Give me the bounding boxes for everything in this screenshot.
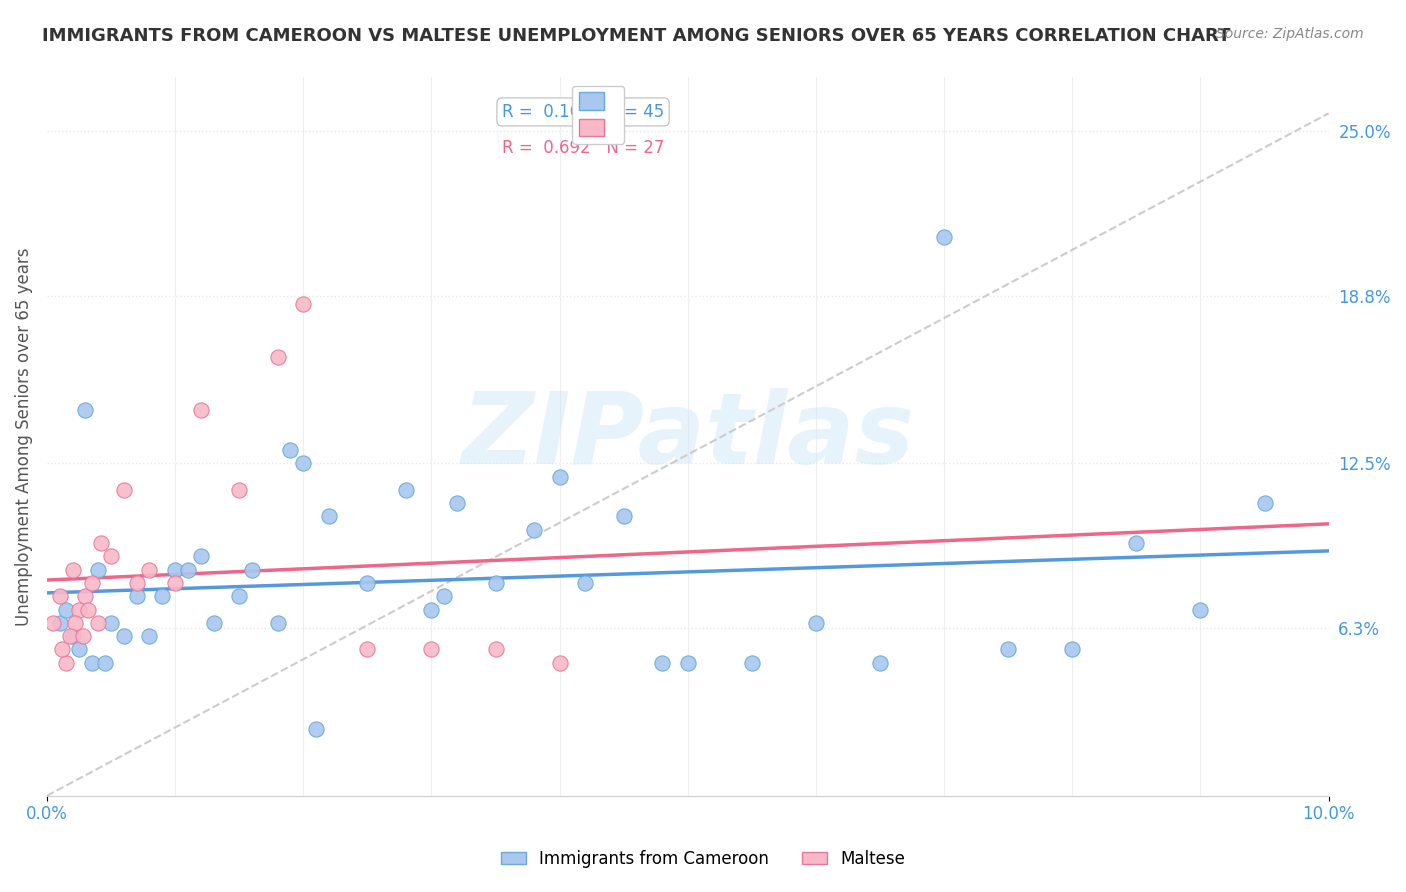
Maltese [356, 642, 378, 657]
Maltese [165, 576, 187, 591]
Immigrants from Cameroon [112, 629, 135, 643]
Immigrants from Cameroon [93, 656, 115, 670]
Immigrants from Cameroon [62, 629, 84, 643]
Immigrants from Cameroon [125, 589, 148, 603]
Maltese [138, 563, 160, 577]
Maltese [80, 576, 103, 591]
Immigrants from Cameroon [548, 469, 571, 483]
Text: IMMIGRANTS FROM CAMEROON VS MALTESE UNEMPLOYMENT AMONG SENIORS OVER 65 YEARS COR: IMMIGRANTS FROM CAMEROON VS MALTESE UNEM… [42, 27, 1230, 45]
Maltese [190, 403, 212, 417]
Maltese [48, 589, 70, 603]
Maltese [87, 615, 110, 630]
Immigrants from Cameroon [177, 563, 200, 577]
Immigrants from Cameroon [228, 589, 250, 603]
Immigrants from Cameroon [75, 403, 97, 417]
Immigrants from Cameroon [1125, 536, 1147, 550]
Text: Source: ZipAtlas.com: Source: ZipAtlas.com [1216, 27, 1364, 41]
Maltese [67, 602, 90, 616]
Immigrants from Cameroon [292, 456, 315, 470]
Immigrants from Cameroon [100, 615, 122, 630]
Maltese [62, 563, 84, 577]
Legend: Immigrants from Cameroon, Maltese: Immigrants from Cameroon, Maltese [494, 844, 912, 875]
Immigrants from Cameroon [138, 629, 160, 643]
Immigrants from Cameroon [202, 615, 225, 630]
Immigrants from Cameroon [150, 589, 173, 603]
Maltese [292, 296, 315, 310]
Immigrants from Cameroon [523, 523, 546, 537]
Maltese [100, 549, 122, 564]
Immigrants from Cameroon [997, 642, 1019, 657]
Immigrants from Cameroon [356, 576, 378, 591]
Maltese [59, 629, 82, 643]
Immigrants from Cameroon [395, 483, 418, 497]
Immigrants from Cameroon [484, 576, 506, 591]
Immigrants from Cameroon [55, 602, 77, 616]
Immigrants from Cameroon [869, 656, 891, 670]
Maltese [90, 536, 112, 550]
Immigrants from Cameroon [420, 602, 443, 616]
Legend: , : , [572, 86, 624, 144]
Immigrants from Cameroon [87, 563, 110, 577]
Maltese [484, 642, 506, 657]
Immigrants from Cameroon [266, 615, 288, 630]
Immigrants from Cameroon [165, 563, 187, 577]
Immigrants from Cameroon [433, 589, 456, 603]
Immigrants from Cameroon [318, 509, 340, 524]
Maltese [72, 629, 94, 643]
Immigrants from Cameroon [80, 656, 103, 670]
Maltese [548, 656, 571, 670]
Immigrants from Cameroon [305, 723, 328, 737]
Immigrants from Cameroon [190, 549, 212, 564]
Maltese [420, 642, 443, 657]
Immigrants from Cameroon [613, 509, 636, 524]
Immigrants from Cameroon [651, 656, 673, 670]
Maltese [55, 656, 77, 670]
Maltese [112, 483, 135, 497]
Immigrants from Cameroon [1062, 642, 1084, 657]
Maltese [51, 642, 73, 657]
Immigrants from Cameroon [280, 442, 302, 457]
Y-axis label: Unemployment Among Seniors over 65 years: Unemployment Among Seniors over 65 years [15, 247, 32, 626]
Immigrants from Cameroon [446, 496, 468, 510]
Immigrants from Cameroon [1253, 496, 1275, 510]
Immigrants from Cameroon [48, 615, 70, 630]
Maltese [228, 483, 250, 497]
Maltese [266, 350, 288, 364]
Maltese [75, 589, 97, 603]
Immigrants from Cameroon [574, 576, 596, 591]
Maltese [42, 615, 65, 630]
Immigrants from Cameroon [741, 656, 763, 670]
Text: ZIPatlas: ZIPatlas [461, 388, 914, 485]
Immigrants from Cameroon [67, 642, 90, 657]
Text: R =  0.692   N = 27: R = 0.692 N = 27 [502, 139, 664, 157]
Immigrants from Cameroon [804, 615, 827, 630]
Maltese [125, 576, 148, 591]
Immigrants from Cameroon [676, 656, 699, 670]
Maltese [63, 615, 86, 630]
Maltese [77, 602, 100, 616]
Text: R =  0.169   N = 45: R = 0.169 N = 45 [502, 103, 664, 121]
Immigrants from Cameroon [932, 230, 955, 244]
Immigrants from Cameroon [1189, 602, 1212, 616]
Immigrants from Cameroon [240, 563, 263, 577]
